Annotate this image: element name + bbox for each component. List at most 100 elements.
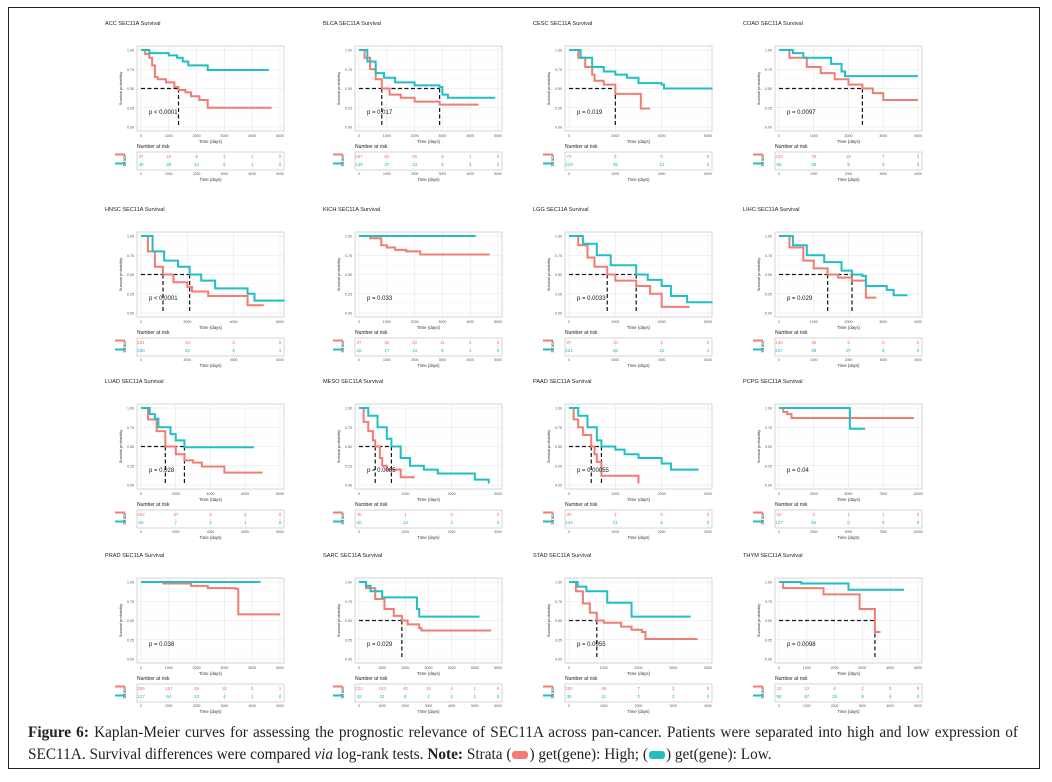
- risk-count: 1: [404, 512, 407, 517]
- risk-x-axis-label: Time (days): [418, 177, 441, 182]
- risk-count: 36: [194, 686, 200, 691]
- x-axis-label: Time (days): [627, 671, 651, 676]
- risk-count: 13: [412, 348, 418, 353]
- risk-count: 3: [637, 694, 640, 699]
- km-panel-kich: KICH SEC11A Survival 0.00 0.25 0.50 0.75 1.00…: [323, 207, 503, 368]
- y-axis-label: Survival probability: [546, 430, 551, 464]
- km-panel-sarc: SARC SEC11A Survival 0.00 0.25 0.50 0.75 1.00…: [323, 553, 503, 714]
- risk-count: 3: [917, 162, 920, 167]
- x-axis-label: Time (days): [837, 671, 861, 676]
- x-tick-label: 5000: [494, 134, 502, 138]
- y-tick-label: 0.50: [345, 273, 352, 277]
- risk-table-area: [774, 683, 923, 703]
- risk-count: 1: [244, 520, 247, 525]
- y-tick-label: 1.00: [345, 407, 352, 411]
- risk-table-title: Number at risk: [355, 676, 388, 682]
- x-tick-label: 0: [778, 320, 780, 324]
- risk-x-axis-label: Time (days): [628, 363, 651, 368]
- y-tick-label: 1.00: [127, 235, 134, 239]
- risk-x-tick-label: 2000: [448, 530, 456, 534]
- y-tick-label: 1.00: [345, 49, 352, 53]
- y-tick-label: 0.75: [765, 68, 772, 72]
- km-plot-grid: ACC SEC11A Survival 0.00 0.25 0.50 0.75 1.00 0…: [105, 21, 923, 714]
- risk-count: 2: [223, 154, 226, 159]
- risk-count: 7: [174, 520, 177, 525]
- p-value-label: p = 0.019: [577, 110, 603, 116]
- y-tick-label: 0.50: [345, 619, 352, 623]
- risk-count: 219: [565, 162, 573, 167]
- risk-count: 3: [917, 154, 920, 159]
- risk-count: 136: [775, 340, 783, 345]
- p-value-label: p = 0.04: [787, 468, 810, 474]
- risk-count: 6: [441, 154, 444, 159]
- risk-table-title: Number at risk: [137, 502, 170, 508]
- y-tick-label: 0.75: [765, 426, 772, 430]
- risk-count: 2: [672, 686, 675, 691]
- risk-count: 257: [355, 154, 363, 159]
- risk-count: 6: [882, 348, 885, 353]
- y-tick-label: 0.50: [127, 87, 134, 91]
- risk-count: 42: [356, 694, 362, 699]
- caption-note-3: ) get(gene): Low.: [665, 746, 772, 763]
- survival-curve-high: [569, 407, 640, 484]
- risk-x-tick-label: 0: [140, 530, 142, 534]
- risk-x-tick-label: 6000: [704, 172, 712, 176]
- risk-count: 17: [384, 348, 390, 353]
- x-tick-label: 2000: [831, 666, 839, 670]
- x-tick-label: 3000: [879, 134, 887, 138]
- risk-count: 26: [846, 154, 852, 159]
- y-tick-label: 0.00: [127, 312, 134, 316]
- x-axis-label: Time (days): [199, 139, 223, 144]
- risk-count: 0: [279, 340, 282, 345]
- x-tick-label: 6000: [704, 134, 712, 138]
- strata-label: Strata: [760, 687, 765, 699]
- y-tick-label: 0.50: [345, 445, 352, 449]
- y-tick-label: 0.25: [765, 464, 772, 468]
- strata-label: Strata: [760, 341, 765, 353]
- y-tick-label: 0.50: [765, 445, 772, 449]
- risk-count: 18: [166, 154, 172, 159]
- risk-count: 13: [403, 520, 409, 525]
- x-tick-label: 0: [778, 492, 780, 496]
- risk-count: 37: [173, 512, 179, 517]
- risk-count: 6: [195, 154, 198, 159]
- caption-note-label: Note:: [427, 746, 464, 763]
- risk-x-tick-label: 4000: [886, 704, 894, 708]
- y-tick-label: 1.00: [765, 581, 772, 585]
- risk-x-tick-label: 4000: [914, 358, 922, 362]
- x-tick-label: 3000: [220, 134, 228, 138]
- risk-x-tick-label: 1000: [600, 704, 608, 708]
- risk-count: 2: [707, 162, 710, 167]
- risk-x-tick-label: 4000: [448, 704, 456, 708]
- x-tick-label: 0: [568, 134, 570, 138]
- risk-count: 2: [497, 162, 500, 167]
- risk-count: 229: [775, 154, 783, 159]
- risk-table-title: Number at risk: [775, 502, 808, 508]
- risk-table-area: [354, 151, 503, 171]
- x-tick-label: 4000: [466, 320, 474, 324]
- x-tick-label: 2000: [611, 134, 619, 138]
- x-tick-label: 1000: [401, 492, 409, 496]
- y-tick-label: 0.50: [555, 273, 562, 277]
- risk-x-axis-label: Time (days): [838, 363, 861, 368]
- y-tick-label: 0.25: [345, 464, 352, 468]
- risk-count: 10: [613, 340, 619, 345]
- panel-title: CESC SEC11A Survival: [533, 21, 592, 27]
- y-tick-label: 0.25: [765, 106, 772, 110]
- risk-x-tick-label: 0: [140, 172, 142, 176]
- risk-count: 23: [194, 694, 200, 699]
- strata-label: Strata: [340, 341, 345, 353]
- x-tick-label: 2000: [183, 320, 191, 324]
- risk-count: 6: [441, 162, 444, 167]
- y-axis-label: Survival probability: [756, 430, 761, 464]
- risk-count: 10: [222, 686, 228, 691]
- strata-label: Strata: [122, 687, 127, 699]
- x-tick-label: 5000: [276, 134, 284, 138]
- y-tick-label: 0.75: [127, 254, 134, 258]
- risk-count: 350: [565, 686, 573, 691]
- x-tick-label: 4000: [658, 320, 666, 324]
- risk-count: 21: [613, 520, 619, 525]
- risk-count: 0: [707, 694, 710, 699]
- risk-x-tick-label: 5000: [845, 530, 853, 534]
- x-tick-label: 2000: [845, 320, 853, 324]
